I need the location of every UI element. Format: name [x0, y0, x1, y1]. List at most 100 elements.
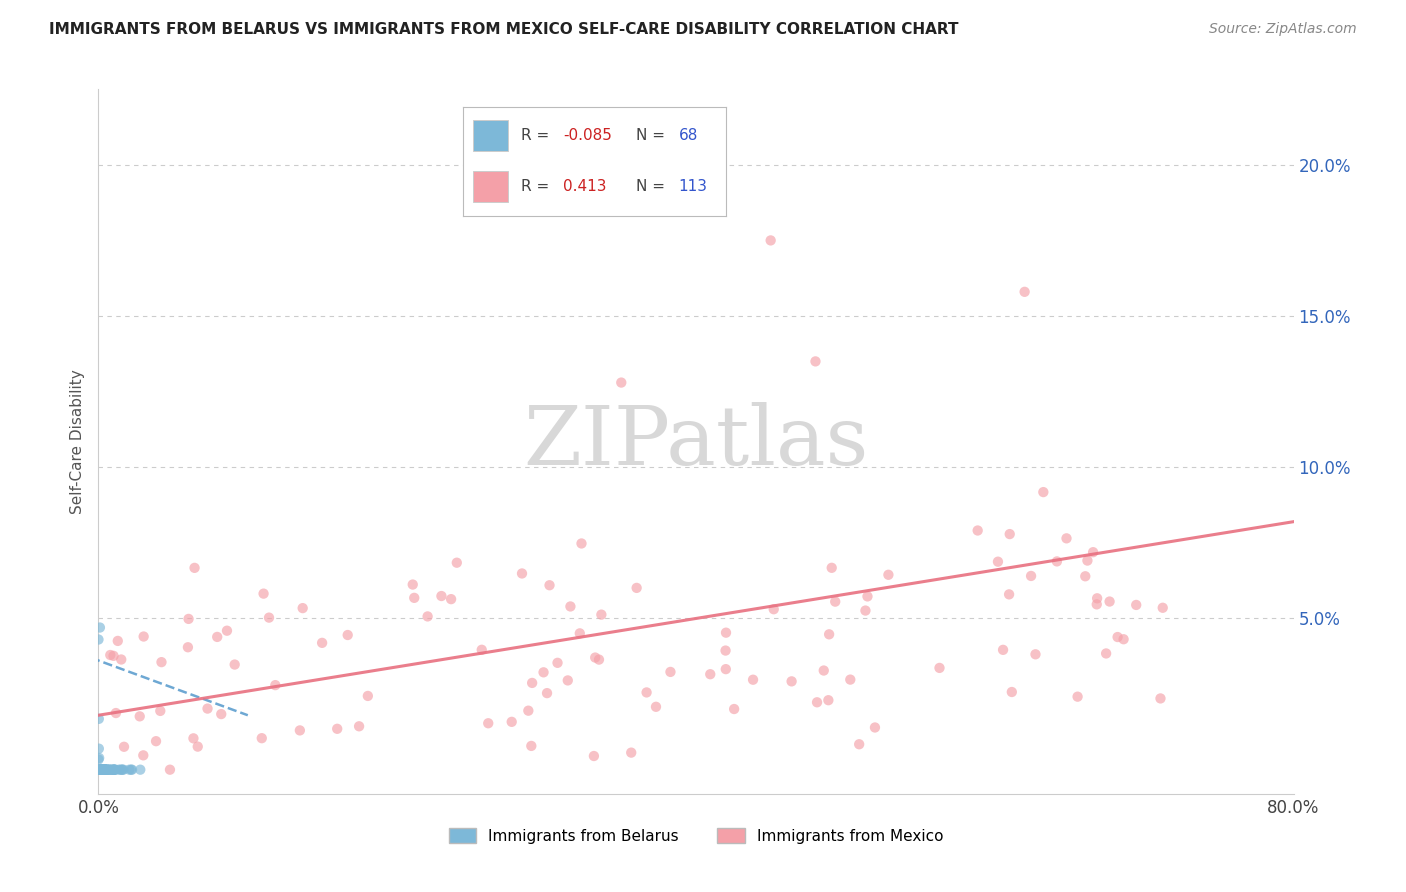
- Point: [1107, 630, 1129, 644]
- Point: [252, 587, 274, 601]
- Point: [991, 643, 1014, 657]
- Point: [93, 763, 115, 777]
- Point: [89, 763, 111, 777]
- Point: [998, 587, 1021, 601]
- Point: [848, 737, 870, 751]
- Point: [291, 601, 314, 615]
- Point: [571, 536, 593, 550]
- Point: [501, 714, 523, 729]
- Point: [987, 555, 1010, 569]
- Point: [98, 763, 121, 777]
- Point: [90, 763, 112, 777]
- Point: [714, 643, 737, 657]
- Point: [1019, 569, 1042, 583]
- Point: [104, 763, 127, 777]
- Point: [128, 709, 150, 723]
- Point: [863, 721, 886, 735]
- Point: [813, 664, 835, 678]
- Point: [89, 621, 111, 635]
- Point: [588, 652, 610, 666]
- Point: [89, 763, 111, 777]
- Point: [742, 673, 765, 687]
- Point: [103, 763, 125, 777]
- Point: [98, 763, 121, 777]
- Point: [817, 693, 839, 707]
- Point: [928, 661, 950, 675]
- Point: [1085, 591, 1108, 606]
- Point: [159, 763, 181, 777]
- Text: ZIPatlas: ZIPatlas: [523, 401, 869, 482]
- Point: [560, 599, 582, 614]
- Point: [517, 704, 540, 718]
- Point: [97, 763, 120, 777]
- Point: [90, 763, 112, 777]
- Point: [110, 763, 132, 777]
- Point: [91, 763, 114, 777]
- Point: [1076, 553, 1098, 567]
- Point: [104, 706, 127, 720]
- Point: [1066, 690, 1088, 704]
- Point: [557, 673, 579, 688]
- Point: [93, 763, 115, 777]
- Point: [118, 763, 141, 777]
- Point: [89, 751, 111, 765]
- Point: [224, 657, 246, 672]
- Point: [90, 763, 112, 777]
- Legend: Immigrants from Belarus, Immigrants from Mexico: Immigrants from Belarus, Immigrants from…: [443, 822, 949, 850]
- Point: [94, 763, 117, 777]
- Point: [824, 594, 846, 608]
- Point: [87, 632, 110, 647]
- Point: [582, 749, 605, 764]
- Point: [636, 685, 658, 699]
- Text: IMMIGRANTS FROM BELARUS VS IMMIGRANTS FROM MEXICO SELF-CARE DISABILITY CORRELATI: IMMIGRANTS FROM BELARUS VS IMMIGRANTS FR…: [49, 22, 959, 37]
- Point: [90, 763, 112, 777]
- Point: [89, 763, 111, 777]
- Point: [998, 527, 1021, 541]
- Point: [1152, 600, 1174, 615]
- Point: [446, 556, 468, 570]
- Point: [93, 763, 115, 777]
- Point: [645, 699, 668, 714]
- Point: [591, 607, 613, 622]
- Point: [89, 763, 111, 777]
- Point: [510, 566, 533, 581]
- Point: [583, 650, 606, 665]
- Point: [132, 630, 155, 644]
- Text: Source: ZipAtlas.com: Source: ZipAtlas.com: [1209, 22, 1357, 37]
- Point: [129, 763, 152, 777]
- Point: [187, 739, 209, 754]
- Point: [90, 763, 112, 777]
- Point: [107, 634, 129, 648]
- Point: [471, 642, 494, 657]
- Point: [1081, 545, 1104, 559]
- Point: [91, 763, 114, 777]
- Point: [610, 376, 633, 390]
- Point: [547, 656, 569, 670]
- Point: [855, 603, 877, 617]
- Point: [1125, 598, 1147, 612]
- Point: [197, 701, 219, 715]
- Point: [1112, 632, 1135, 647]
- Point: [100, 763, 122, 777]
- Point: [94, 763, 117, 777]
- Point: [538, 578, 561, 592]
- Point: [430, 589, 453, 603]
- Point: [568, 626, 591, 640]
- Point: [90, 763, 112, 777]
- Point: [759, 234, 782, 248]
- Point: [839, 673, 862, 687]
- Point: [183, 731, 205, 746]
- Point: [91, 763, 114, 777]
- Point: [1032, 485, 1054, 500]
- Point: [257, 610, 280, 624]
- Point: [1001, 685, 1024, 699]
- Point: [96, 763, 118, 777]
- Point: [112, 763, 135, 777]
- Point: [177, 640, 200, 655]
- Point: [626, 581, 648, 595]
- Point: [183, 561, 205, 575]
- Y-axis label: Self-Care Disability: Self-Care Disability: [70, 369, 86, 514]
- Point: [91, 763, 114, 777]
- Point: [98, 648, 121, 662]
- Point: [699, 667, 721, 681]
